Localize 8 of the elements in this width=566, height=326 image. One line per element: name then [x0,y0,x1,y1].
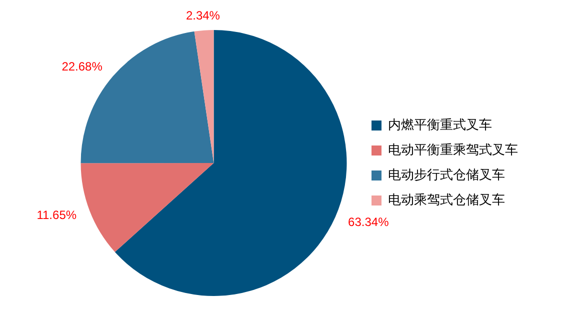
data-label: 2.34% [186,8,220,23]
data-label: 11.65% [36,208,77,222]
legend-label: 内燃平衡重式叉车 [388,118,492,133]
legend-label: 电动乘驾式仓储叉车 [388,192,505,208]
data-label: 63.34% [348,215,390,230]
data-label: 22.68% [62,59,103,74]
legend-label: 电动步行式仓储叉车 [388,168,505,183]
legend-label: 电动平衡重乘驾式叉车 [388,142,518,158]
